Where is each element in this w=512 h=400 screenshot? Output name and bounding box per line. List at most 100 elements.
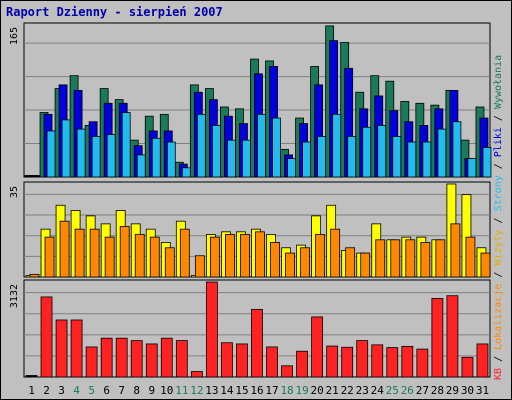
bar-middle-lokalizacje-5 bbox=[89, 228, 100, 278]
chart-title: Raport Dzienny - sierpień 2007 bbox=[6, 5, 223, 19]
day-label-12: 12 bbox=[190, 384, 203, 397]
bar-bottom-kb-7 bbox=[115, 337, 128, 378]
bar-middle-lokalizacje-27 bbox=[420, 242, 431, 278]
bar-top-strony-22 bbox=[347, 136, 357, 178]
bar-top-strony-18 bbox=[287, 158, 296, 178]
bar-top-strony-11 bbox=[181, 167, 191, 178]
day-label-14: 14 bbox=[220, 384, 234, 397]
bar-bottom-kb-8 bbox=[130, 340, 143, 378]
day-label-19: 19 bbox=[295, 384, 308, 397]
bar-middle-lokalizacje-10 bbox=[164, 247, 175, 278]
day-label-8: 8 bbox=[133, 384, 140, 397]
bar-top-strony-1 bbox=[31, 175, 41, 178]
bar-bottom-kb-2 bbox=[40, 296, 53, 378]
bar-top-strony-16 bbox=[257, 113, 266, 178]
bar-middle-lokalizacje-9 bbox=[149, 236, 160, 278]
bar-top-strony-14 bbox=[227, 139, 236, 178]
bar-bottom-kb-27 bbox=[416, 348, 429, 378]
bar-middle-lokalizacje-29 bbox=[450, 223, 461, 278]
day-label-17: 17 bbox=[265, 384, 278, 397]
day-label-5: 5 bbox=[88, 384, 95, 397]
day-label-27: 27 bbox=[416, 384, 429, 397]
day-label-26: 26 bbox=[401, 384, 414, 397]
legend-separator: / bbox=[493, 157, 504, 175]
day-label-4: 4 bbox=[73, 384, 80, 397]
bar-bottom-kb-10 bbox=[160, 337, 173, 378]
bar-top-strony-23 bbox=[362, 126, 372, 178]
bar-bottom-kb-13 bbox=[205, 281, 218, 378]
bar-middle-lokalizacje-6 bbox=[104, 236, 115, 278]
bar-top-strony-15 bbox=[242, 139, 251, 178]
day-label-21: 21 bbox=[326, 384, 339, 397]
max-label-top: 165 bbox=[9, 27, 20, 45]
bar-bottom-kb-18 bbox=[281, 365, 293, 378]
day-label-1: 1 bbox=[28, 384, 35, 397]
bar-bottom-kb-9 bbox=[145, 343, 158, 378]
bar-top-strony-30 bbox=[467, 158, 477, 178]
bar-top-strony-21 bbox=[332, 113, 342, 178]
bar-middle-lokalizacje-26 bbox=[405, 239, 416, 278]
bar-top-strony-29 bbox=[452, 121, 462, 178]
bar-top-strony-24 bbox=[377, 125, 387, 178]
bar-top-strony-5 bbox=[91, 136, 101, 178]
bar-middle-lokalizacje-23 bbox=[360, 252, 371, 278]
legend-separator: / bbox=[493, 266, 504, 284]
bar-top-strony-10 bbox=[166, 141, 176, 178]
bar-middle-lokalizacje-3 bbox=[59, 220, 70, 278]
legend-separator: / bbox=[493, 109, 504, 127]
bar-top-strony-28 bbox=[437, 128, 447, 178]
legend-label-lokalizacje: Lokalizacje bbox=[493, 284, 504, 350]
legend-label-strony: Strony bbox=[493, 175, 504, 211]
bar-top-strony-26 bbox=[407, 141, 417, 178]
bar-middle-lokalizacje-31 bbox=[480, 252, 491, 278]
bar-top-strony-3 bbox=[61, 119, 71, 178]
bar-bottom-kb-20 bbox=[311, 316, 324, 378]
day-label-3: 3 bbox=[58, 384, 65, 397]
day-label-18: 18 bbox=[280, 384, 293, 397]
bar-bottom-kb-23 bbox=[356, 340, 369, 378]
bar-bottom-kb-30 bbox=[461, 356, 474, 378]
day-label-23: 23 bbox=[356, 384, 369, 397]
bar-top-strony-25 bbox=[392, 136, 402, 178]
bar-middle-lokalizacje-11 bbox=[179, 228, 190, 278]
bar-bottom-kb-16 bbox=[251, 308, 263, 378]
day-label-25: 25 bbox=[386, 384, 399, 397]
bar-bottom-kb-25 bbox=[386, 347, 399, 378]
legend-label-wywoania: Wywołania bbox=[493, 55, 504, 109]
bar-middle-lokalizacje-19 bbox=[300, 247, 310, 278]
bar-top-strony-19 bbox=[302, 141, 311, 178]
day-label-6: 6 bbox=[103, 384, 110, 397]
bar-top-strony-9 bbox=[151, 137, 161, 178]
bar-bottom-kb-5 bbox=[85, 346, 98, 378]
day-label-10: 10 bbox=[160, 384, 173, 397]
bar-bottom-kb-1 bbox=[25, 375, 38, 378]
bar-bottom-kb-17 bbox=[266, 346, 278, 378]
bar-bottom-kb-22 bbox=[341, 346, 354, 378]
bar-top-strony-31 bbox=[482, 147, 492, 178]
bar-middle-lokalizacje-25 bbox=[390, 239, 401, 278]
bar-middle-lokalizacje-28 bbox=[435, 239, 446, 278]
bar-bottom-kb-12 bbox=[190, 371, 203, 378]
bar-middle-lokalizacje-17 bbox=[270, 242, 280, 278]
bar-bottom-kb-28 bbox=[431, 298, 444, 378]
day-label-24: 24 bbox=[371, 384, 385, 397]
day-label-20: 20 bbox=[311, 384, 324, 397]
day-label-16: 16 bbox=[250, 384, 263, 397]
bar-middle-lokalizacje-30 bbox=[465, 236, 476, 278]
bar-bottom-kb-11 bbox=[175, 340, 188, 378]
bar-middle-lokalizacje-24 bbox=[375, 239, 386, 278]
legend-label-kb: KB bbox=[493, 368, 504, 380]
legend-separator: / bbox=[493, 211, 504, 229]
bar-bottom-kb-24 bbox=[371, 344, 384, 378]
bar-top-strony-7 bbox=[121, 112, 131, 178]
bar-bottom-kb-15 bbox=[236, 343, 248, 378]
bar-top-strony-6 bbox=[106, 134, 116, 178]
bar-middle-lokalizacje-13 bbox=[209, 236, 220, 278]
day-label-28: 28 bbox=[431, 384, 444, 397]
bar-bottom-kb-6 bbox=[100, 337, 113, 378]
day-label-15: 15 bbox=[235, 384, 248, 397]
bar-bottom-kb-4 bbox=[70, 319, 83, 378]
bar-middle-lokalizacje-12 bbox=[194, 255, 205, 278]
bar-top-strony-17 bbox=[272, 117, 281, 178]
bar-middle-lokalizacje-7 bbox=[119, 226, 130, 278]
